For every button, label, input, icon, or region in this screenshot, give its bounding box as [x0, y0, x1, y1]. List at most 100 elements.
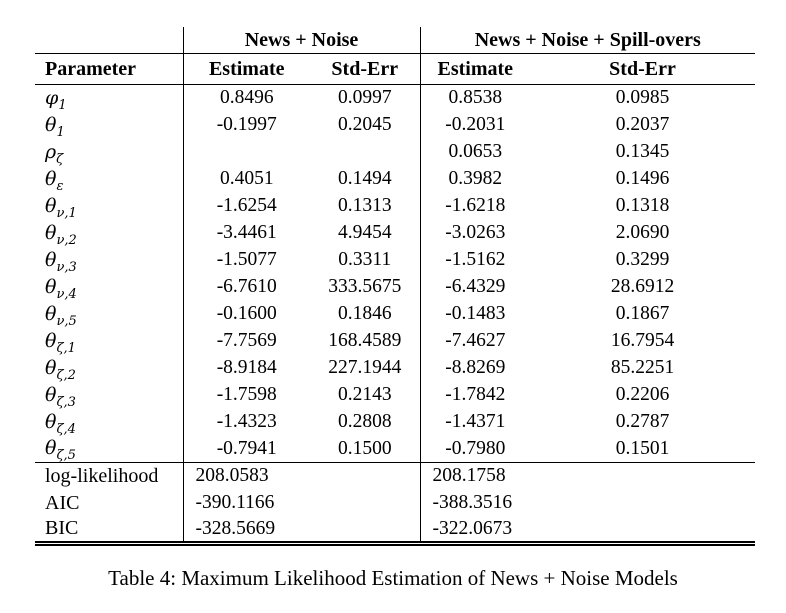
column-header-row: Parameter Estimate Std-Err Estimate Std-… — [35, 53, 756, 85]
m2-estimate: -0.1483 — [419, 300, 531, 328]
m1-bic-value: -328.5669 — [182, 516, 421, 544]
m1-stderr: 0.1500 — [310, 435, 421, 463]
model2-stderr-header: Std-Err — [530, 53, 756, 85]
m2-loglikelihood-value: 208.1758 — [419, 462, 756, 490]
summary-label: log-likelihood — [45, 464, 159, 487]
m2-stderr: 0.1318 — [615, 195, 670, 216]
m1-estimate: -3.4461 — [182, 219, 310, 247]
results-table: News + Noise News + Noise + Spill-overs … — [35, 27, 756, 546]
model1-estimate-header: Estimate — [182, 53, 310, 85]
m1-stderr: 0.0997 — [337, 87, 392, 109]
m2-estimate: -1.7842 — [419, 381, 531, 409]
summary-label: AIC — [45, 491, 80, 514]
table-row-loglikelihood: log-likelihood 208.0583 208.1758 — [35, 462, 756, 490]
parameter-label: θν,5 — [45, 302, 77, 328]
m1-stderr: 227.1944 — [328, 357, 402, 378]
m1-estimate: -0.7941 — [182, 435, 310, 463]
table-row-theta-zeta4: θζ,4 -1.4323 0.2808 -1.4371 0.2787 — [35, 408, 755, 436]
table-row-theta-nu2: θν,2 -3.4461 4.9454 -3.0263 2.0690 — [35, 219, 755, 247]
m1-estimate: 0.4051 — [182, 165, 310, 193]
parameter-label: θ1 — [45, 113, 65, 139]
m1-stderr: 333.5675 — [328, 276, 402, 297]
summary-label: BIC — [45, 517, 79, 540]
parameter-rows: φ1 0.8496 0.0997 0.8538 0.0985 θ1 -0.199… — [35, 84, 756, 463]
table-row-theta-nu1: θν,1 -1.6254 0.1313 -1.6218 0.1318 — [35, 192, 755, 220]
m1-stderr: 0.2143 — [337, 384, 392, 405]
table-row-bic: BIC -328.5669 -322.0673 — [35, 516, 756, 544]
m2-stderr: 85.2251 — [610, 357, 675, 378]
m2-stderr: 2.0690 — [615, 222, 670, 243]
parameter-label: θν,4 — [45, 275, 77, 301]
m1-estimate: -1.7598 — [182, 381, 310, 409]
m1-stderr: 0.2045 — [337, 114, 392, 135]
parameter-column-header: Parameter — [35, 53, 183, 85]
m2-stderr: 0.3299 — [615, 249, 670, 270]
m1-stderr: 168.4589 — [328, 330, 402, 351]
m1-stderr: 0.2808 — [337, 411, 392, 432]
m1-estimate: -1.5077 — [182, 246, 310, 274]
model1-stderr-header: Std-Err — [310, 53, 421, 85]
parameter-label: φ1 — [45, 86, 67, 112]
m2-stderr: 0.2206 — [615, 384, 670, 405]
table-row-theta-zeta2: θζ,2 -8.9184 227.1944 -8.8269 85.2251 — [35, 354, 755, 382]
table-row-theta-eps: θε 0.4051 0.1494 0.3982 0.1496 — [35, 165, 755, 193]
m2-estimate: 0.0653 — [419, 138, 531, 166]
m1-stderr: 0.1313 — [337, 195, 392, 216]
m2-stderr: 0.0985 — [615, 87, 670, 109]
m2-stderr: 28.6912 — [610, 276, 675, 297]
m2-estimate: -0.2031 — [419, 111, 531, 139]
table-row-theta-zeta5: θζ,5 -0.7941 0.1500 -0.7980 0.1501 — [35, 435, 756, 463]
m1-estimate: -7.7569 — [182, 327, 310, 355]
m2-stderr: 0.2787 — [615, 411, 670, 432]
summary-rows: log-likelihood 208.0583 208.1758 AIC -39… — [35, 462, 756, 544]
m2-estimate: -8.8269 — [419, 354, 531, 382]
m1-estimate: -1.6254 — [182, 192, 310, 220]
m1-estimate — [182, 138, 310, 166]
m1-stderr: 4.9454 — [337, 222, 392, 243]
blank-corner-cell — [35, 27, 183, 54]
table-row-theta-zeta3: θζ,3 -1.7598 0.2143 -1.7842 0.2206 — [35, 381, 755, 409]
parameter-label: θζ,2 — [45, 356, 76, 382]
m2-stderr: 0.1867 — [615, 303, 670, 324]
m1-aic-value: -390.1166 — [182, 489, 421, 517]
m2-stderr: 0.1496 — [615, 168, 670, 189]
m2-stderr: 0.2037 — [615, 114, 670, 135]
m1-estimate: -6.7610 — [182, 273, 310, 301]
m2-estimate: -3.0263 — [419, 219, 531, 247]
m1-estimate: -8.9184 — [182, 354, 310, 382]
m2-stderr: 16.7954 — [610, 330, 675, 351]
table-row-theta-nu3: θν,3 -1.5077 0.3311 -1.5162 0.3299 — [35, 246, 755, 274]
m2-estimate: -1.6218 — [419, 192, 531, 220]
m2-aic-value: -388.3516 — [419, 489, 756, 517]
parameter-label: θν,1 — [45, 194, 77, 220]
parameter-label: θζ,3 — [45, 383, 76, 409]
model2-estimate-header: Estimate — [419, 53, 531, 85]
m2-estimate: 0.8538 — [419, 84, 531, 112]
m1-stderr: 0.1494 — [337, 168, 392, 189]
m1-loglikelihood-value: 208.0583 — [182, 462, 421, 490]
m1-estimate: -1.4323 — [182, 408, 310, 436]
parameter-label: ρζ — [45, 140, 64, 166]
m2-bic-value: -322.0673 — [419, 516, 756, 544]
parameter-label: θζ,5 — [35, 435, 183, 463]
table-row-theta-nu4: θν,4 -6.7610 333.5675 -6.4329 28.6912 — [35, 273, 755, 301]
model1-group-header: News + Noise — [182, 27, 421, 54]
m2-estimate: -1.5162 — [419, 246, 531, 274]
m1-estimate: -0.1600 — [182, 300, 310, 328]
m1-estimate: 0.8496 — [182, 84, 310, 112]
parameter-label: θν,3 — [45, 248, 77, 274]
m1-estimate: -0.1997 — [182, 111, 310, 139]
m2-estimate: -1.4371 — [419, 408, 531, 436]
m1-stderr: 0.3311 — [338, 249, 392, 270]
table-row-theta1: θ1 -0.1997 0.2045 -0.2031 0.2037 — [35, 111, 755, 139]
m2-estimate: -7.4627 — [419, 327, 531, 355]
m2-estimate: -6.4329 — [419, 273, 531, 301]
table-row-aic: AIC -390.1166 -388.3516 — [35, 489, 756, 517]
parameter-label: θε — [45, 167, 64, 193]
m1-stderr: 0.1846 — [337, 303, 392, 324]
table-row-theta-zeta1: θζ,1 -7.7569 168.4589 -7.4627 16.7954 — [35, 327, 755, 355]
table-row-rho-zeta: ρζ 0.0653 0.1345 — [35, 138, 755, 166]
group-header-row: News + Noise News + Noise + Spill-overs — [35, 27, 756, 54]
table-row-theta-nu5: θν,5 -0.1600 0.1846 -0.1483 0.1867 — [35, 300, 755, 328]
